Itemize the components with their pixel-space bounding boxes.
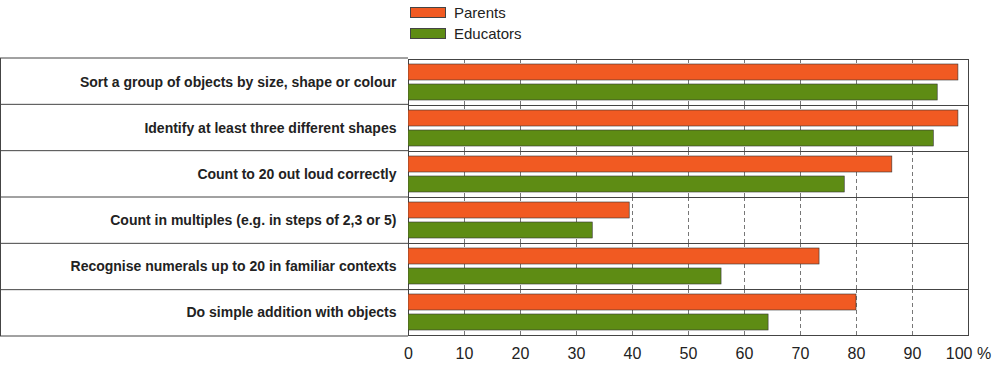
svg-text:Identify at least three differ: Identify at least three different shapes (144, 120, 396, 136)
svg-text:30: 30 (568, 345, 586, 362)
svg-text:20: 20 (512, 345, 530, 362)
svg-text:Do simple addition with object: Do simple addition with objects (186, 304, 396, 320)
svg-text:40: 40 (624, 345, 642, 362)
svg-text:70: 70 (792, 345, 810, 362)
svg-text:50: 50 (680, 345, 698, 362)
svg-text:10: 10 (456, 345, 474, 362)
svg-text:0: 0 (404, 345, 413, 362)
svg-text:100 %: 100 % (946, 345, 991, 362)
svg-text:Sort a group of objects by siz: Sort a group of objects by size, shape o… (80, 74, 397, 90)
svg-text:80: 80 (848, 345, 866, 362)
svg-text:Recognise numerals up to 20 in: Recognise numerals up to 20 in familiar … (71, 258, 397, 274)
html-text:Educators: Educators (454, 25, 522, 42)
svg-text:Count to 20 out loud correctly: Count to 20 out loud correctly (197, 166, 396, 182)
html-text:Parents: Parents (454, 4, 506, 21)
svg-text:90: 90 (904, 345, 922, 362)
svg-text:Count in multiples (e.g. in st: Count in multiples (e.g. in steps of 2,3… (110, 212, 396, 228)
svg-text:60: 60 (736, 345, 754, 362)
